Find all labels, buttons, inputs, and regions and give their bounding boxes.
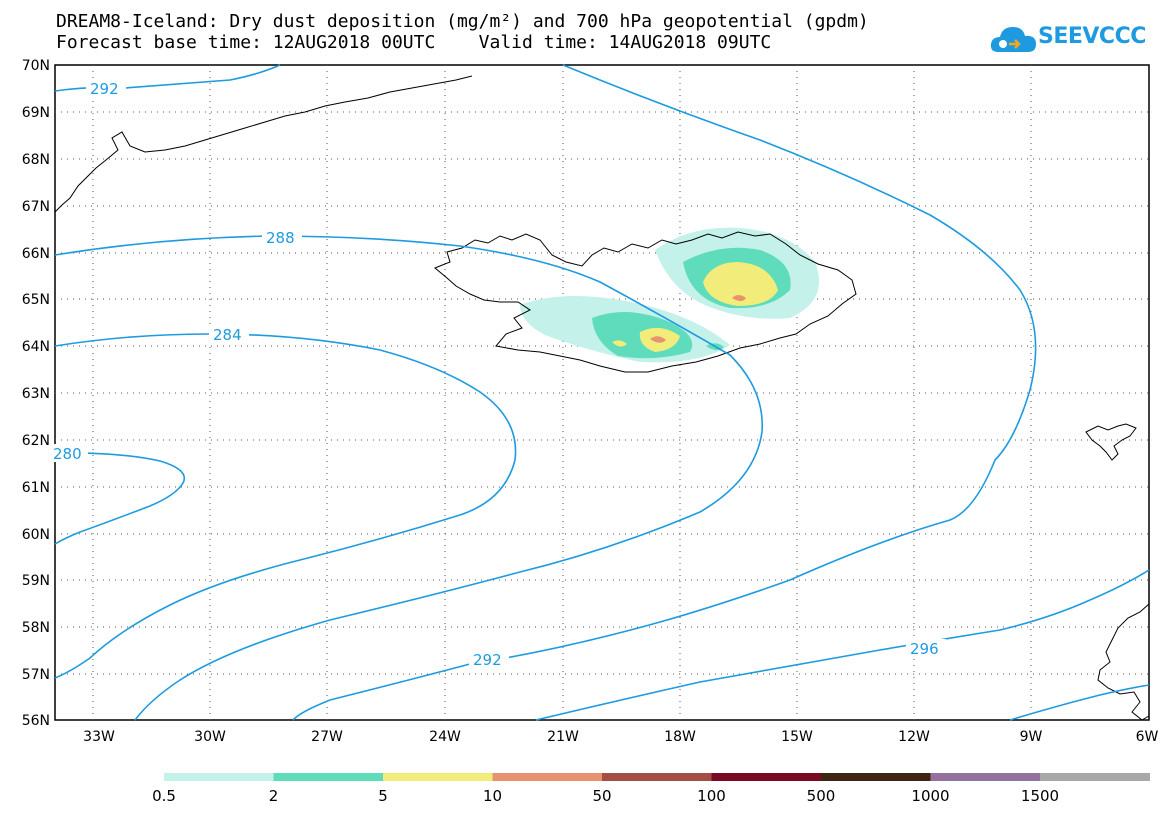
seevccc-logo: SEEVCCC — [990, 22, 1150, 56]
contour-label: 288 — [266, 229, 295, 247]
lat-label: 59N — [22, 573, 50, 589]
cloud-icon — [990, 27, 1036, 52]
legend-label: 50 — [592, 787, 611, 805]
contour-label: 296 — [910, 640, 939, 658]
lat-label: 60N — [22, 527, 50, 543]
longitude-labels: 33W 30W 27W 24W 21W 18W 15W 12W 9W 6W — [83, 729, 1158, 745]
coastline-scotland — [1097, 603, 1150, 721]
coastline-faroe — [1085, 423, 1137, 461]
lon-label: 33W — [83, 729, 115, 745]
legend-label: 0.5 — [152, 787, 176, 805]
lat-label: 66N — [22, 246, 50, 262]
lat-label: 61N — [22, 480, 50, 496]
lat-label: 69N — [22, 105, 50, 121]
coastlines — [54, 75, 1150, 721]
legend-label: 2 — [269, 787, 279, 805]
contour-296 — [535, 569, 1150, 721]
dust-level-10-south — [650, 336, 666, 343]
lon-label: 9W — [1020, 729, 1043, 745]
legend-label: 5 — [378, 787, 388, 805]
legend-swatch — [273, 773, 384, 781]
lon-label: 27W — [311, 729, 343, 745]
lat-label: 70N — [22, 58, 50, 74]
logo-text: SEEVCCC — [1038, 24, 1146, 49]
legend-label: 10 — [483, 787, 502, 805]
legend-swatch — [821, 773, 931, 781]
dust-level-5-small — [612, 340, 627, 347]
title-line-2: Forecast base time: 12AUG2018 00UTC Vali… — [56, 32, 772, 53]
contour-labels: 292 288 284 280 292 296 — [52, 79, 946, 669]
coastline-greenland — [54, 75, 473, 213]
title-line-1: DREAM8-Iceland: Dry dust deposition (mg/… — [56, 11, 869, 32]
lon-label: 30W — [194, 729, 226, 745]
contour-label: 292 — [90, 80, 119, 98]
contour-label: 280 — [53, 445, 82, 463]
lon-label: 6W — [1136, 729, 1159, 745]
lat-label: 64N — [22, 339, 50, 355]
lon-label: 15W — [781, 729, 813, 745]
dust-shading — [520, 227, 820, 363]
contour-label: 284 — [213, 326, 242, 344]
lat-label: 63N — [22, 386, 50, 402]
lon-label: 24W — [429, 729, 461, 745]
legend-label: 1000 — [911, 787, 949, 805]
lat-label: 68N — [22, 152, 50, 168]
contour-label: 292 — [473, 651, 502, 669]
lat-label: 67N — [22, 199, 50, 215]
contour-280 — [54, 452, 185, 545]
contour-southeast — [1009, 684, 1150, 721]
legend-swatch — [602, 773, 712, 781]
legend-label: 100 — [697, 787, 726, 805]
legend-swatch — [383, 773, 493, 781]
legend-swatch — [930, 773, 1041, 781]
lat-label: 58N — [22, 620, 50, 636]
lat-label: 62N — [22, 433, 50, 449]
coastline-iceland — [434, 231, 857, 373]
lon-label: 21W — [547, 729, 579, 745]
lat-label: 56N — [22, 713, 50, 729]
contour-288 — [54, 235, 764, 721]
legend-swatch — [164, 773, 274, 781]
lat-label: 65N — [22, 292, 50, 308]
lat-label: 57N — [22, 667, 50, 683]
legend-label: 1500 — [1021, 787, 1059, 805]
legend-swatch — [1040, 773, 1150, 781]
legend-swatch — [711, 773, 822, 781]
lon-label: 18W — [664, 729, 696, 745]
latitude-labels: 70N 69N 68N 67N 66N 65N 64N 63N 62N 61N … — [22, 58, 50, 729]
lon-label: 12W — [898, 729, 930, 745]
legend-swatch — [492, 773, 603, 781]
contour-284 — [54, 333, 517, 679]
dust-level-10-northeast — [732, 295, 746, 301]
color-legend: 0.5 2 5 10 50 100 500 1000 1500 — [152, 773, 1150, 805]
legend-label: 500 — [807, 787, 836, 805]
dust-level-5-northeast — [703, 262, 778, 306]
